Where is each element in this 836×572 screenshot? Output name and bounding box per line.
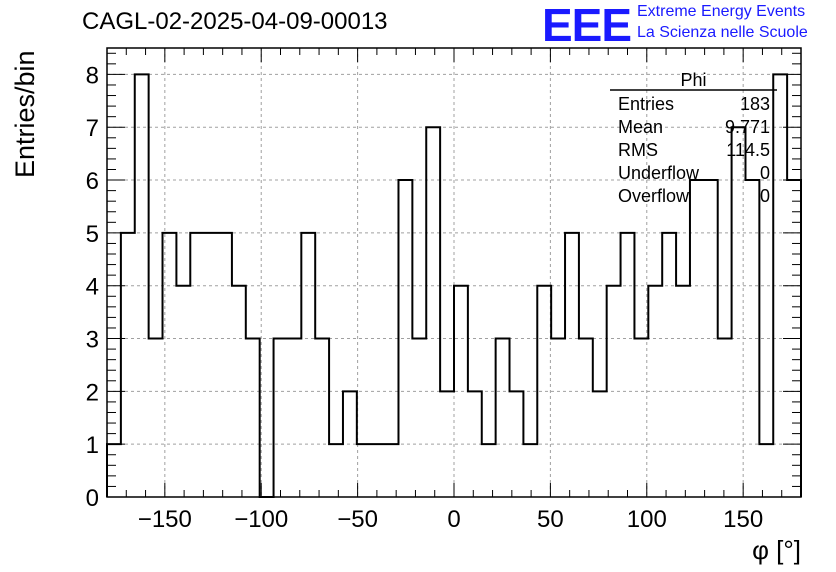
y-tick-label: 2 (86, 379, 99, 406)
x-tick-label: −50 (337, 506, 378, 533)
x-axis-label: φ [°] (752, 535, 801, 565)
stats-row-label: Overflow (618, 186, 690, 206)
x-tick-label: 150 (723, 506, 763, 533)
x-tick-label: 0 (447, 506, 460, 533)
stats-box: Phi Entries 183 Mean 9.771 RMS 114.5 Underflow 0… (610, 70, 777, 206)
x-tick-label: −150 (138, 506, 192, 533)
eee-logo: EEE (542, 0, 632, 51)
chart-title: CAGL-02-2025-04-09-00013 (82, 8, 388, 35)
stats-row-label: Mean (618, 117, 663, 137)
stats-row-label: Underflow (618, 163, 700, 183)
stats-row-label: Entries (618, 94, 674, 114)
logo-caption-line2: La Scienza nelle Scuole (637, 24, 808, 41)
y-tick-label: 0 (86, 485, 99, 512)
y-tick-label: 3 (86, 327, 99, 354)
stats-row-value: 0 (760, 163, 770, 183)
stats-row-value: 0 (760, 186, 770, 206)
y-axis-label: Entries/bin (10, 50, 40, 178)
y-tick-label: 1 (86, 432, 99, 459)
stats-row-value: 183 (740, 94, 770, 114)
x-tick-label: −100 (234, 506, 288, 533)
y-tick-label: 7 (86, 115, 99, 142)
grid-lines (107, 48, 801, 497)
x-tick-label: 100 (627, 506, 667, 533)
y-tick-label: 4 (86, 274, 99, 301)
histogram-outline (106, 73, 802, 498)
y-tick-label: 8 (86, 62, 99, 89)
axis-tick-labels: −150 −100 −50 0 50 100 150 0 1 2 3 4 5 6 7 8 (86, 62, 764, 533)
x-tick-label: 50 (537, 506, 564, 533)
y-tick-label: 5 (86, 221, 99, 248)
axis-ticks (107, 48, 801, 498)
stats-name: Phi (680, 70, 706, 90)
logo-caption-line1: Extreme Energy Events (637, 3, 806, 20)
stats-row-value: 9.771 (725, 117, 770, 137)
stats-row-value: 114.5 (726, 140, 770, 160)
stats-row-label: RMS (618, 140, 658, 160)
y-tick-label: 6 (86, 168, 99, 195)
histogram-series (106, 73, 802, 498)
